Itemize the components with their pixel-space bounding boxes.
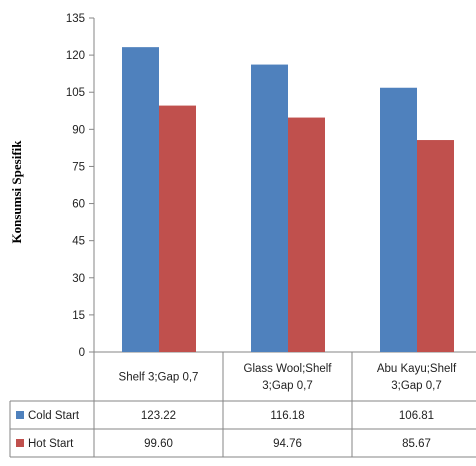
data-table: Shelf 3;Gap 0,7 Glass Wool;Shelf 3;Gap 0,7… xyxy=(9,352,476,458)
y-tick-label: 60 xyxy=(72,199,85,211)
y-tick-label: 135 xyxy=(66,13,85,25)
category-label: 3;Gap 0,7 xyxy=(262,380,313,392)
bar-cold-start xyxy=(380,87,417,353)
data-label: 106.81 xyxy=(399,410,434,422)
bar-hot-start xyxy=(417,140,454,352)
data-label: 85.67 xyxy=(402,438,431,450)
y-axis-label: Konsumsi Spesifik xyxy=(9,140,24,244)
bar-hot-start xyxy=(288,117,325,353)
bar-cold-start xyxy=(122,47,159,352)
y-tick-label: 105 xyxy=(66,87,85,99)
data-label: 99.60 xyxy=(144,438,173,450)
y-tick-label: 0 xyxy=(79,347,85,359)
category-label: Shelf 3;Gap 0,7 xyxy=(119,372,199,384)
legend-label: Hot Start xyxy=(28,438,74,450)
legend-swatch xyxy=(16,439,24,447)
y-tick-label: 30 xyxy=(72,273,85,285)
data-label: 116.18 xyxy=(270,410,304,422)
category-label: 3;Gap 0,7 xyxy=(391,380,442,392)
bar-cold-start xyxy=(251,64,288,352)
bar-hot-start xyxy=(159,105,196,353)
category-label: Glass Wool;Shelf xyxy=(244,363,333,375)
y-tick-label: 120 xyxy=(66,50,85,62)
y-tick-label: 75 xyxy=(72,161,85,173)
category-label: Abu Kayu;Shelf xyxy=(377,363,457,375)
data-label: 123.22 xyxy=(141,410,176,422)
axes: 0 15 30 45 60 75 90 105 120 135 xyxy=(66,13,476,359)
legend-label: Cold Start xyxy=(28,410,80,422)
y-tick-label: 15 xyxy=(72,310,85,322)
data-label: 94.76 xyxy=(273,438,302,450)
y-tick-label: 90 xyxy=(72,124,85,136)
y-tick-label: 45 xyxy=(72,236,85,248)
legend-swatch xyxy=(16,411,24,419)
bars xyxy=(122,47,454,353)
